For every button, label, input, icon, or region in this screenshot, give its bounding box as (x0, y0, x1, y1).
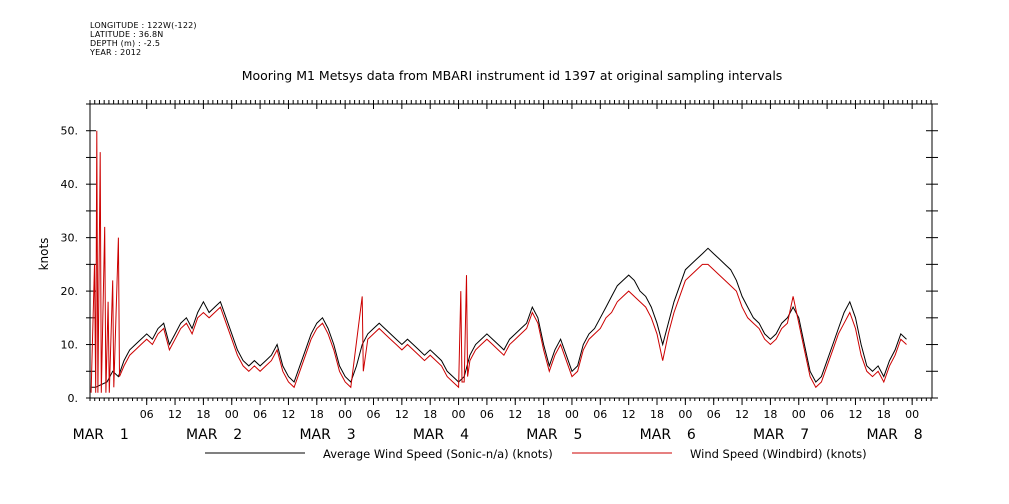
longitude-label: LONGITUDE : 122W(-122) (90, 21, 197, 30)
hour-tick-label: 06 (140, 408, 154, 421)
hour-tick-label: 12 (508, 408, 522, 421)
hour-tick-label: 00 (225, 408, 239, 421)
hour-tick-label: 00 (905, 408, 919, 421)
hour-tick-label: 18 (423, 408, 437, 421)
hour-tick-label: 00 (792, 408, 806, 421)
legend-label-1: Wind Speed (Windbird) (knots) (690, 447, 867, 461)
axis-labels: 0.10.20.30.40.50.06 12 18 00 06 12 18 00 06 12 18 0… (61, 125, 923, 443)
latitude-label: LATITUDE : 36.8N (90, 30, 164, 39)
hour-tick-label: 06 (480, 408, 494, 421)
day-number-label: 6 (687, 427, 696, 443)
hour-tick-label: 18 (763, 408, 777, 421)
legend-label-0: Average Wind Speed (Sonic-n/a) (knots) (323, 447, 553, 461)
hour-tick-label: 12 (848, 408, 862, 421)
hour-tick-label: 12 (735, 408, 749, 421)
series-average-wind-speed-line (91, 247, 907, 388)
legend: Average Wind Speed (Sonic-n/a) (knots) Wi… (205, 447, 867, 461)
depth-label: DEPTH (m) : -2.5 (90, 39, 161, 48)
hour-tick-label: 06 (367, 408, 381, 421)
hour-tick-label: 06 (253, 408, 267, 421)
hour-tick-label: 12 (622, 408, 636, 421)
hour-tick-label: 18 (877, 408, 891, 421)
series-windbird-wind-speed-line (90, 130, 907, 393)
y-tick-label: 10. (61, 339, 79, 352)
day-month-label: MAR (640, 427, 672, 443)
y-axis-label: knots (37, 238, 51, 271)
hour-tick-label: 00 (678, 408, 692, 421)
day-number-label: 2 (233, 427, 242, 443)
day-month-label: MAR (753, 427, 785, 443)
day-number-label: 1 (120, 427, 129, 443)
hour-tick-label: 18 (196, 408, 210, 421)
hour-tick-label: 18 (537, 408, 551, 421)
hour-tick-label: 00 (338, 408, 352, 421)
hour-tick-label: 18 (650, 408, 664, 421)
day-number-label: 8 (914, 427, 923, 443)
axis-ticks (86, 100, 938, 405)
y-tick-label: 30. (61, 232, 79, 245)
hour-tick-label: 00 (565, 408, 579, 421)
hour-tick-label: 12 (168, 408, 182, 421)
day-month-label: MAR (413, 427, 445, 443)
day-month-label: MAR (299, 427, 331, 443)
day-number-label: 3 (347, 427, 356, 443)
day-month-label: MAR (526, 427, 558, 443)
hour-tick-label: 06 (707, 408, 721, 421)
y-tick-label: 0. (68, 392, 79, 405)
y-tick-label: 20. (61, 285, 79, 298)
hour-tick-label: 00 (452, 408, 466, 421)
chart-title: Mooring M1 Metsys data from MBARI instru… (242, 68, 783, 83)
y-tick-label: 40. (61, 178, 79, 191)
series-group (90, 130, 907, 393)
year-label: YEAR : 2012 (90, 48, 142, 57)
hour-tick-label: 12 (281, 408, 295, 421)
y-tick-label: 50. (61, 125, 79, 138)
day-month-label: MAR (73, 427, 105, 443)
hour-tick-label: 06 (820, 408, 834, 421)
day-number-label: 4 (460, 427, 469, 443)
day-number-label: 7 (800, 427, 809, 443)
day-month-label: MAR (866, 427, 898, 443)
hour-tick-label: 18 (310, 408, 324, 421)
day-month-label: MAR (186, 427, 218, 443)
hour-tick-label: 12 (395, 408, 409, 421)
hour-tick-label: 06 (593, 408, 607, 421)
day-number-label: 5 (573, 427, 582, 443)
